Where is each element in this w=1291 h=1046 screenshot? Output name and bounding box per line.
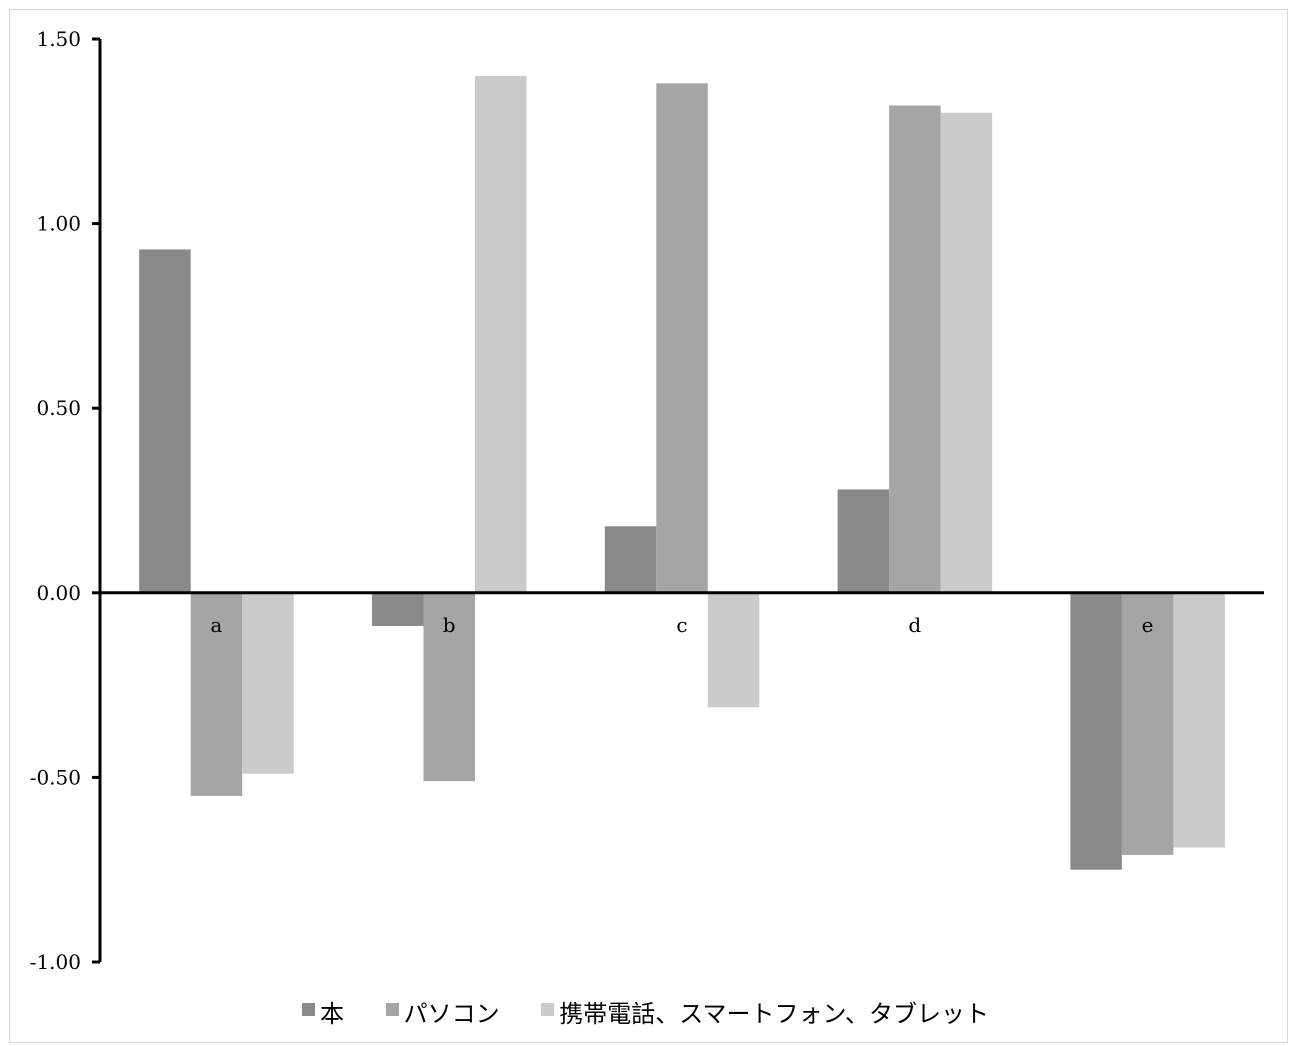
bar-b-series-1 — [423, 592, 475, 782]
bar-b-series-2 — [475, 75, 527, 593]
legend-swatch-mobile — [541, 1003, 555, 1016]
bar-a-series-0 — [139, 249, 191, 593]
bar-c-series-2 — [707, 592, 760, 708]
legend-label-mobile: 携帯電話、スマートフォン、タブレット — [559, 1000, 990, 1028]
y-tick-label: -1.00 — [30, 950, 81, 974]
bar-d-series-1 — [889, 105, 941, 593]
legend-swatch-pasokon — [385, 1003, 399, 1016]
category-label-a: a — [210, 613, 222, 637]
bar-c-series-0 — [604, 526, 657, 593]
legend-swatch-hon — [301, 1003, 315, 1016]
y-tick-label: 0.50 — [36, 396, 81, 420]
legend-item-mobile: 携帯電話、スマートフォン、タブレット — [541, 994, 989, 1029]
category-label-b: b — [443, 613, 456, 637]
y-tick-label: -0.50 — [30, 765, 81, 789]
category-label-e: e — [1142, 613, 1154, 637]
bar-e-series-2 — [1173, 592, 1225, 848]
y-tick-label: 1.50 — [36, 27, 81, 51]
y-tick-label: 0.00 — [36, 581, 81, 605]
category-label-c: c — [676, 613, 687, 637]
bars-group — [139, 75, 1225, 870]
bar-a-series-1 — [190, 592, 243, 796]
bar-e-series-0 — [1070, 592, 1122, 870]
bar-e-series-1 — [1121, 592, 1174, 855]
category-label-d: d — [908, 613, 921, 637]
bar-b-series-0 — [372, 592, 424, 626]
chart-frame — [9, 9, 1288, 1043]
axes-group — [92, 37, 1264, 964]
legend-item-hon: 本 — [301, 994, 344, 1029]
legend-label-hon: 本 — [319, 1000, 344, 1028]
bar-a-series-2 — [242, 592, 294, 774]
y-tick-label: 1.00 — [36, 212, 81, 236]
legend-label-pasokon: パソコン — [403, 1000, 500, 1028]
legend-item-pasokon: パソコン — [385, 994, 500, 1029]
bar-d-series-0 — [837, 489, 890, 593]
labels-group: -1.00 -0.50 0.00 0.50 1.00 1.50 a b c d e — [30, 27, 1154, 974]
bar-c-series-1 — [656, 83, 708, 593]
bar-d-series-2 — [940, 112, 993, 593]
legend: 本 パソコン 携帯電話、スマートフォン、タブレット — [0, 994, 1291, 1029]
